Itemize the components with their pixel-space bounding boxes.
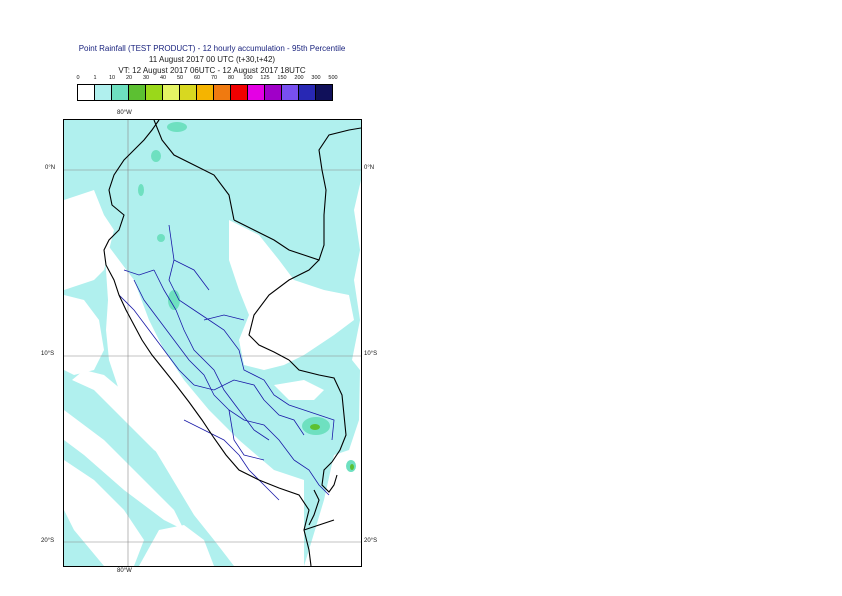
title-block: Point Rainfall (TEST PRODUCT) - 12 hourl…	[0, 43, 424, 76]
map-svg	[64, 120, 361, 566]
lat-label-left-10s: 10°S	[41, 351, 55, 357]
legend-label: 125	[260, 75, 270, 81]
legend-label: 20	[125, 75, 133, 81]
legend-label: 70	[210, 75, 218, 81]
rainfall-map[interactable]	[63, 119, 362, 567]
legend-label: 150	[277, 75, 287, 81]
legend-swatch	[163, 85, 180, 100]
legend-swatch	[282, 85, 299, 100]
legend-labels: 0 1 10 20 30 40 50 60 70 80 100 125 150 200 300 500	[76, 75, 347, 84]
legend-swatch	[95, 85, 112, 100]
legend-swatch	[231, 85, 248, 100]
legend-label: 0	[76, 75, 80, 81]
rain-field-moderate	[138, 122, 356, 472]
legend-label: 80	[227, 75, 235, 81]
lat-label-right-20s: 20°S	[364, 538, 378, 544]
admin-borders	[118, 224, 335, 501]
legend-label: 1	[93, 75, 97, 81]
lon-label-top: 80°W	[117, 110, 132, 116]
lat-label-right-10s: 10°S	[364, 351, 378, 357]
legend-label: 50	[176, 75, 184, 81]
legend-label: 300	[311, 75, 321, 81]
product-title: Point Rainfall (TEST PRODUCT) - 12 hourl…	[78, 44, 346, 53]
legend-swatch	[214, 85, 231, 100]
legend-swatch	[146, 85, 163, 100]
legend-swatch	[180, 85, 197, 100]
legend-swatch	[316, 85, 332, 100]
lat-label-left-20s: 20°S	[41, 538, 55, 544]
legend-swatch	[265, 85, 282, 100]
gridlines	[64, 120, 361, 566]
legend-label: 30	[142, 75, 150, 81]
legend-swatch	[112, 85, 129, 100]
legend-swatch	[197, 85, 214, 100]
legend-label: 200	[294, 75, 304, 81]
lat-label-right-equator: 0°N	[364, 165, 375, 171]
legend-swatch	[78, 85, 95, 100]
legend-label: 40	[159, 75, 167, 81]
issue-time: 11 August 2017 00 UTC (t+30,t+42)	[148, 55, 276, 64]
rain-field-light	[64, 120, 361, 566]
color-legend: 0 1 10 20 30 40 50 60 70 80 100 125 150 200 300 500	[76, 75, 347, 103]
legend-label: 60	[193, 75, 201, 81]
legend-label: 100	[243, 75, 253, 81]
legend-swatch	[299, 85, 316, 100]
legend-swatch	[248, 85, 265, 100]
legend-label: 10	[108, 75, 116, 81]
rain-field-heavy	[310, 424, 354, 470]
validity-time: VT: 12 August 2017 06UTC - 12 August 201…	[118, 66, 306, 75]
legend-label: 500	[328, 75, 338, 81]
legend-swatches	[77, 84, 333, 101]
coastline-borders	[103, 120, 361, 566]
legend-swatch	[129, 85, 146, 100]
lat-label-left-equator: 0°N	[45, 165, 56, 171]
lon-label-bottom: 80°W	[117, 568, 132, 574]
